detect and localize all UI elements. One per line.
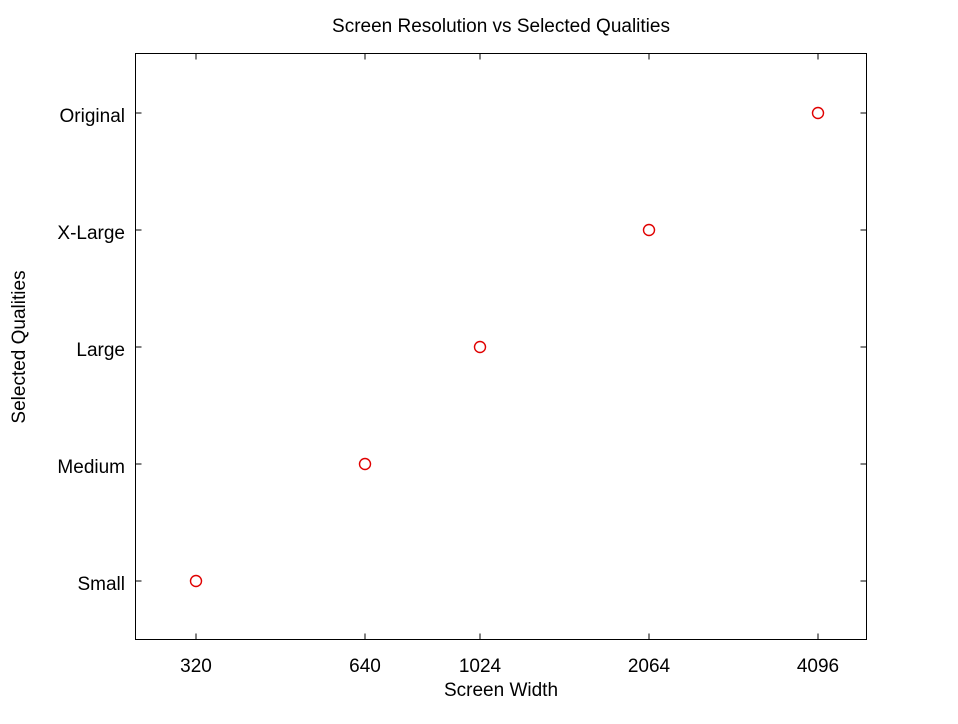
y-tick-label: Medium xyxy=(57,457,125,478)
x-axis-ticks: 320 640 1024 2064 4096 xyxy=(180,53,839,677)
x-tick-label: 640 xyxy=(349,656,381,677)
y-tick-label: Large xyxy=(76,340,125,361)
y-axis-ticks: Small Medium Large X-Large Original xyxy=(57,106,867,595)
chart-title: Screen Resolution vs Selected Qualities xyxy=(332,16,670,37)
y-tick-label: Original xyxy=(60,106,125,127)
x-tick-label: 4096 xyxy=(797,656,839,677)
data-point xyxy=(642,223,656,237)
data-points xyxy=(189,106,825,588)
data-point xyxy=(811,106,825,120)
data-point xyxy=(189,574,203,588)
x-tick-label: 2064 xyxy=(628,656,671,677)
x-axis-label: Screen Width xyxy=(444,680,558,701)
y-tick-label: Small xyxy=(77,574,125,595)
data-point xyxy=(358,457,372,471)
y-tick-label: X-Large xyxy=(57,223,125,244)
y-axis-label: Selected Qualities xyxy=(9,270,30,423)
plot-frame xyxy=(135,53,867,640)
x-tick-label: 1024 xyxy=(459,656,502,677)
data-point xyxy=(473,340,487,354)
x-tick-label: 320 xyxy=(180,656,212,677)
